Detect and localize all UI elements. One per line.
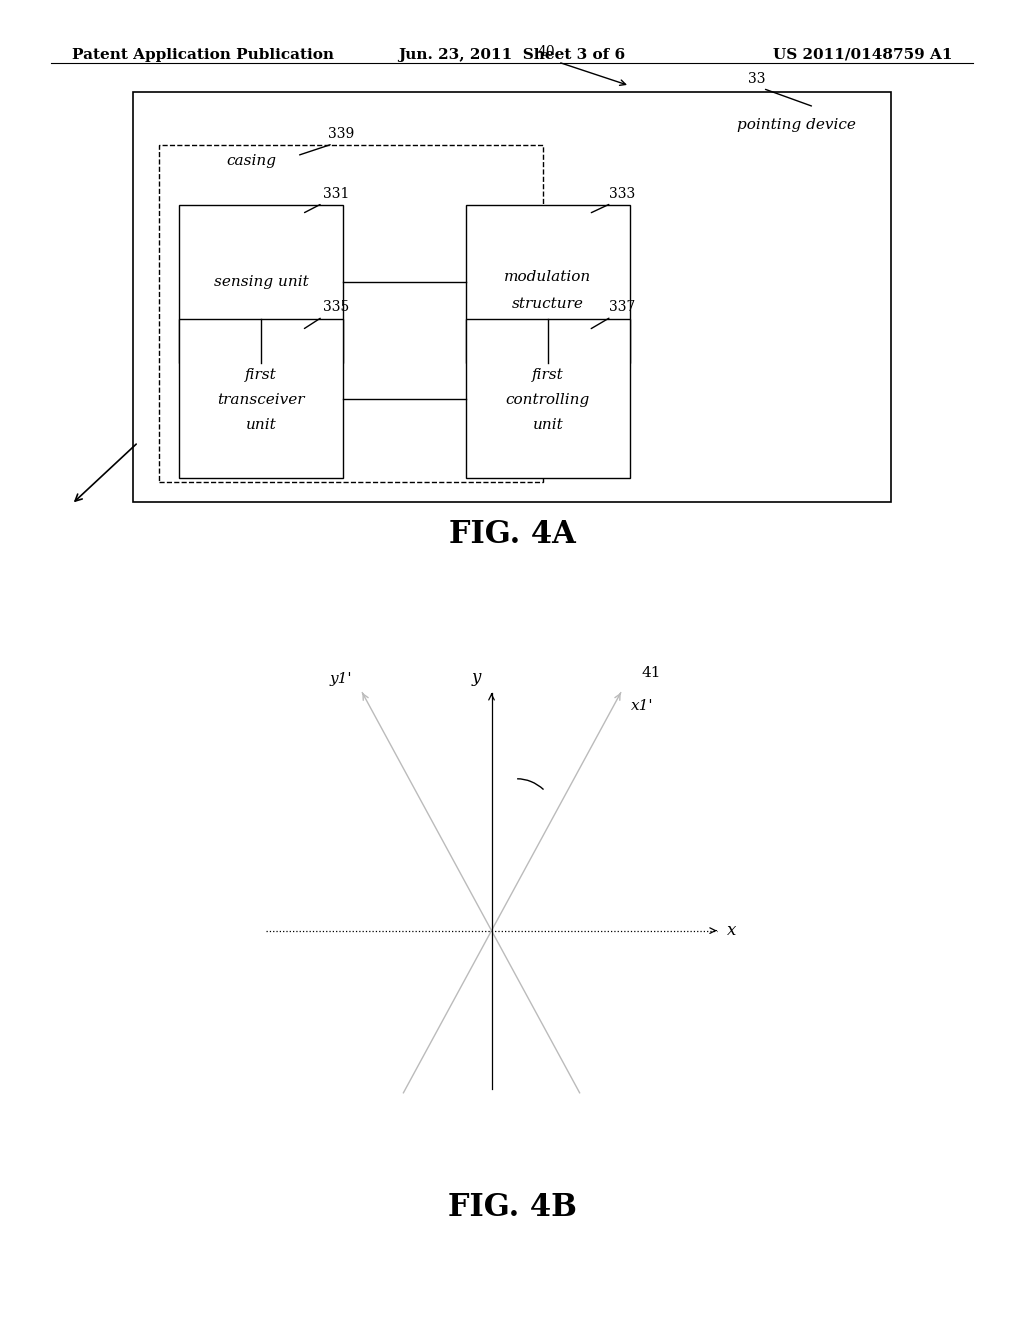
FancyBboxPatch shape [466, 319, 630, 478]
Text: Patent Application Publication: Patent Application Publication [72, 48, 334, 62]
Text: y: y [471, 669, 481, 686]
Text: FIG. 4A: FIG. 4A [449, 519, 575, 550]
Text: 33: 33 [748, 71, 765, 86]
Text: unit: unit [532, 418, 563, 432]
Text: pointing device: pointing device [737, 119, 856, 132]
Text: 333: 333 [609, 186, 636, 201]
FancyBboxPatch shape [179, 319, 343, 478]
Text: Jun. 23, 2011  Sheet 3 of 6: Jun. 23, 2011 Sheet 3 of 6 [398, 48, 626, 62]
FancyBboxPatch shape [159, 145, 543, 482]
Text: x1': x1' [631, 700, 653, 713]
Text: casing: casing [226, 154, 275, 168]
Text: controlling: controlling [506, 393, 590, 407]
Text: 335: 335 [323, 300, 349, 314]
Text: first: first [531, 368, 564, 381]
Text: y1': y1' [330, 672, 352, 686]
Text: US 2011/0148759 A1: US 2011/0148759 A1 [773, 48, 952, 62]
Text: sensing unit: sensing unit [214, 276, 308, 289]
FancyBboxPatch shape [133, 92, 891, 502]
Text: 337: 337 [609, 300, 636, 314]
Text: first: first [245, 368, 278, 381]
Text: unit: unit [246, 418, 276, 432]
FancyBboxPatch shape [179, 205, 343, 363]
Text: x: x [727, 923, 736, 939]
Text: 339: 339 [328, 127, 354, 141]
Text: structure: structure [512, 297, 584, 310]
Text: modulation: modulation [504, 271, 592, 284]
Text: 331: 331 [323, 186, 349, 201]
Text: transceiver: transceiver [217, 393, 305, 407]
Text: 40: 40 [538, 45, 555, 59]
FancyBboxPatch shape [466, 205, 630, 363]
Text: FIG. 4B: FIG. 4B [447, 1192, 577, 1224]
Text: 41: 41 [641, 665, 660, 680]
